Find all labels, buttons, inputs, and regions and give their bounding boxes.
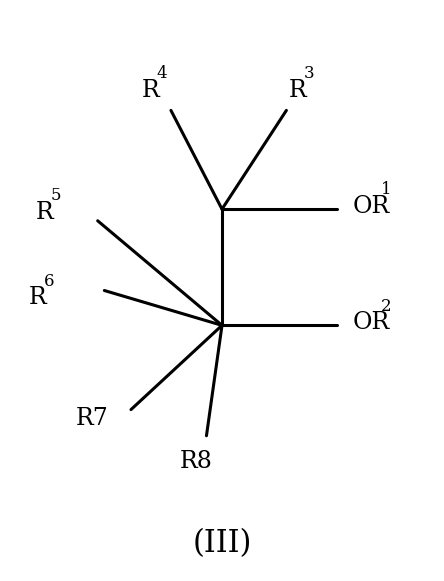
Text: 4: 4 [157,65,167,83]
Text: 2: 2 [381,297,392,315]
Text: R: R [29,286,47,309]
Text: R7: R7 [75,407,108,430]
Text: R8: R8 [180,450,213,474]
Text: OR: OR [353,311,390,334]
Text: 6: 6 [44,272,54,290]
Text: R: R [142,78,160,102]
Text: R: R [36,200,53,224]
Text: OR: OR [353,195,390,218]
Text: (III): (III) [192,528,252,559]
Text: 3: 3 [303,65,314,83]
Text: 1: 1 [381,181,392,199]
Text: R: R [289,78,306,102]
Text: 5: 5 [50,187,61,205]
